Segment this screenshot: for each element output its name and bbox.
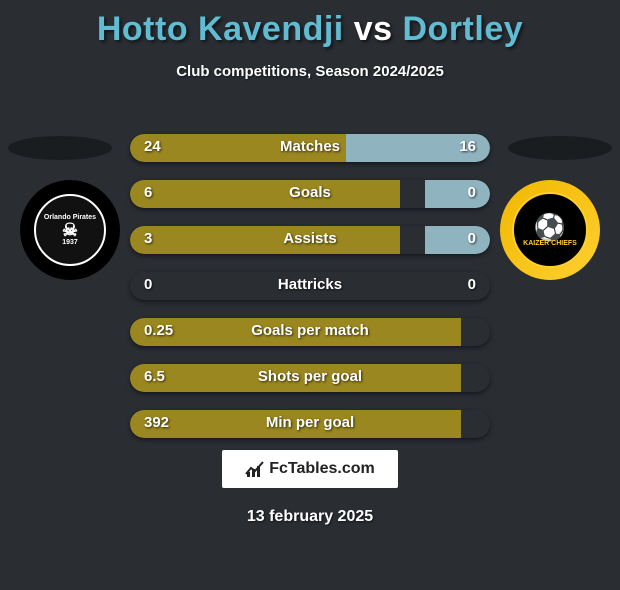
stat-row: 0.25Goals per match bbox=[130, 318, 490, 346]
stat-label: Goals bbox=[130, 184, 490, 201]
skull-icon: ☠ bbox=[62, 221, 78, 239]
team-right-badge-inner: ⚽ KAIZER CHIEFS bbox=[512, 192, 588, 268]
vs-text: vs bbox=[354, 10, 393, 48]
stat-label: Matches bbox=[130, 138, 490, 155]
stat-left-value: 6.5 bbox=[144, 368, 165, 385]
stat-row: 6 0Goals bbox=[130, 180, 490, 208]
player1-name: Hotto Kavendji bbox=[97, 10, 344, 48]
comparison-title: Hotto Kavendji vs Dortley bbox=[0, 10, 620, 49]
stat-left-value: 3 bbox=[144, 230, 152, 247]
soccer-ball-icon: ⚽ bbox=[534, 214, 566, 240]
stat-label: Assists bbox=[130, 230, 490, 247]
stat-right-value: 16 bbox=[459, 138, 476, 155]
chart-icon bbox=[245, 460, 265, 478]
stat-label: Hattricks bbox=[130, 276, 490, 293]
team-right-shadow bbox=[508, 136, 612, 160]
team-left-est: 1937 bbox=[62, 239, 78, 246]
stat-right-value: 0 bbox=[468, 276, 476, 293]
team-left-badge-inner: Orlando Pirates ☠ 1937 bbox=[34, 194, 106, 266]
team-left-shadow bbox=[8, 136, 112, 160]
stat-left-value: 0.25 bbox=[144, 322, 173, 339]
stat-row: 392Min per goal bbox=[130, 410, 490, 438]
stats-bars: 2416Matches60Goals30Assists00Hattricks0.… bbox=[130, 134, 490, 456]
stat-row: 0 0Hattricks bbox=[130, 272, 490, 300]
player2-name: Dortley bbox=[403, 10, 524, 48]
brand-badge: FcTables.com bbox=[222, 450, 398, 488]
team-right-badge: ⚽ KAIZER CHIEFS bbox=[500, 180, 600, 280]
stat-left-value: 24 bbox=[144, 138, 161, 155]
team-left-badge: Orlando Pirates ☠ 1937 bbox=[20, 180, 120, 280]
stat-label: Goals per match bbox=[130, 322, 490, 339]
stat-row: 6.5Shots per goal bbox=[130, 364, 490, 392]
subtitle: Club competitions, Season 2024/2025 bbox=[0, 63, 620, 80]
stat-row: 3 0Assists bbox=[130, 226, 490, 254]
stat-left-value: 392 bbox=[144, 414, 169, 431]
stat-left-value: 6 bbox=[144, 184, 152, 201]
stat-row: 24 16Matches bbox=[130, 134, 490, 162]
footer-date: 13 february 2025 bbox=[0, 508, 620, 526]
team-right-name: KAIZER CHIEFS bbox=[523, 240, 577, 247]
stat-label: Shots per goal bbox=[130, 368, 490, 385]
stat-right-value: 0 bbox=[468, 230, 476, 247]
stat-right-value: 0 bbox=[468, 184, 476, 201]
stat-label: Min per goal bbox=[130, 414, 490, 431]
stat-left-value: 0 bbox=[144, 276, 152, 293]
brand-text: FcTables.com bbox=[269, 460, 375, 478]
